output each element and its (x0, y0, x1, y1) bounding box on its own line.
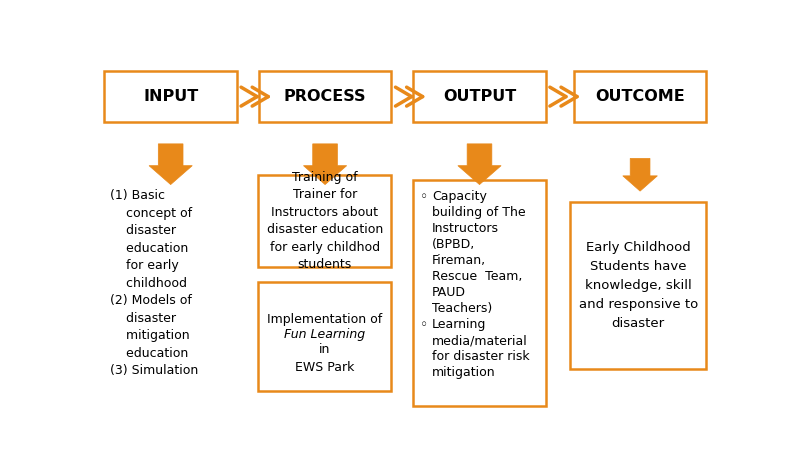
Text: building of The: building of The (432, 206, 525, 219)
Text: ◦: ◦ (419, 190, 428, 204)
Text: Rescue  Team,: Rescue Team, (432, 270, 522, 283)
Text: PAUD: PAUD (432, 287, 466, 299)
FancyBboxPatch shape (571, 202, 706, 369)
Text: (1) Basic
    concept of
    disaster
    education
    for early
    childhood
: (1) Basic concept of disaster education … (109, 189, 198, 377)
Text: ◦: ◦ (419, 318, 428, 332)
Text: in
EWS Park: in EWS Park (295, 343, 355, 373)
Text: OUTPUT: OUTPUT (443, 89, 516, 104)
FancyBboxPatch shape (413, 71, 546, 122)
Text: Training of
Trainer for
Instructors about
disaster education
for early childhod
: Training of Trainer for Instructors abou… (267, 171, 383, 271)
Text: Instructors: Instructors (432, 222, 499, 236)
FancyBboxPatch shape (259, 71, 391, 122)
FancyBboxPatch shape (258, 175, 391, 268)
FancyBboxPatch shape (104, 71, 237, 122)
Text: Implementation of: Implementation of (267, 312, 383, 326)
FancyBboxPatch shape (258, 282, 391, 391)
Text: (BPBD,: (BPBD, (432, 238, 475, 252)
Text: OUTCOME: OUTCOME (595, 89, 685, 104)
Polygon shape (622, 159, 658, 191)
Text: Capacity: Capacity (432, 190, 487, 203)
Text: mitigation: mitigation (432, 366, 496, 379)
FancyBboxPatch shape (414, 180, 546, 405)
Text: media/material: media/material (432, 334, 528, 347)
Text: Fun Learning: Fun Learning (285, 328, 365, 341)
Text: INPUT: INPUT (143, 89, 198, 104)
Polygon shape (149, 144, 192, 185)
Text: Learning: Learning (432, 318, 486, 331)
Polygon shape (457, 144, 501, 185)
Text: Teachers): Teachers) (432, 303, 493, 315)
Polygon shape (304, 144, 347, 185)
Text: Early Childhood
Students have
knowledge, skill
and responsive to
disaster: Early Childhood Students have knowledge,… (579, 241, 698, 330)
Text: Fireman,: Fireman, (432, 254, 486, 267)
Text: for disaster risk: for disaster risk (432, 350, 529, 363)
Text: PROCESS: PROCESS (284, 89, 367, 104)
FancyBboxPatch shape (574, 71, 706, 122)
